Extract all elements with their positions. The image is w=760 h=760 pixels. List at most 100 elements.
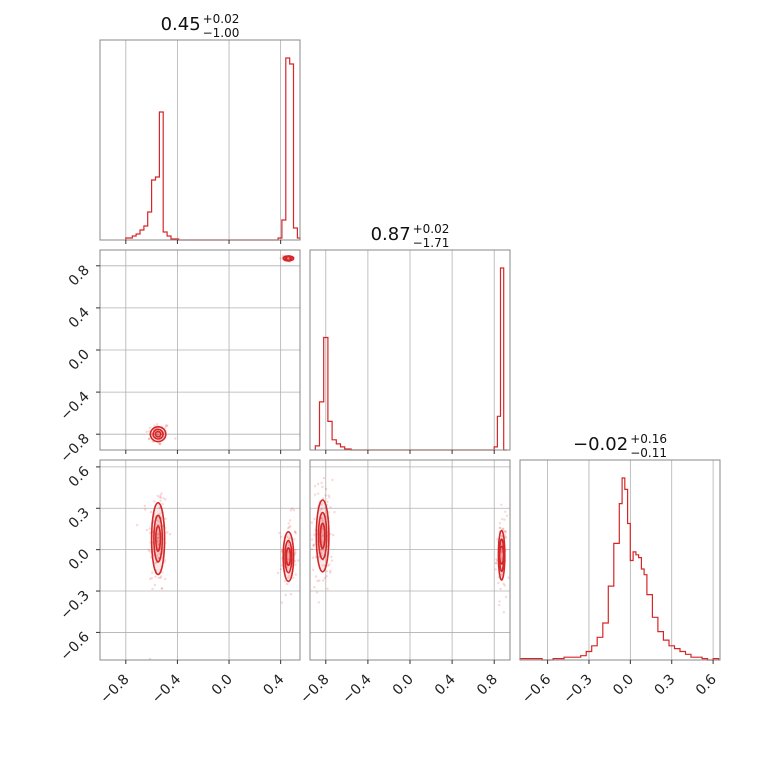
scatter-point (504, 595, 508, 599)
scatter-point (502, 582, 505, 586)
scatter-point (160, 587, 164, 590)
scatter-point (148, 531, 152, 535)
scatter-point (321, 534, 324, 538)
param-title-plus: +0.02 (203, 12, 240, 26)
scatter-point (318, 579, 321, 582)
density-contour (153, 514, 164, 563)
param-title-minus: −1.00 (203, 26, 240, 40)
scatter-point (496, 538, 499, 541)
scatter-point (166, 424, 169, 427)
scatter-point (330, 559, 334, 562)
scatter-point (321, 520, 324, 523)
scatter-point (504, 510, 507, 513)
x-tick-label: −0.3 (560, 672, 595, 707)
scatter-point (330, 555, 333, 559)
histogram-panel-3 (519, 459, 721, 664)
scatter-point (321, 528, 325, 531)
scatter-point (321, 517, 324, 520)
scatter-point (145, 528, 149, 532)
panel-contents (145, 254, 295, 446)
scatter-panel-2: −0.6 −0.3 0.0 0.3 0.6 (57, 459, 301, 664)
scatter-point (166, 531, 169, 534)
scatter-point (500, 549, 503, 553)
scatter-point (279, 535, 283, 539)
scatter-point (289, 509, 293, 512)
scatter-point (495, 558, 498, 561)
scatter-point (161, 571, 164, 574)
param-title-value: 0.45 (161, 14, 201, 35)
scatter-point (155, 554, 159, 557)
scatter-point (151, 571, 154, 574)
x-tick-label: 0.8 (474, 672, 501, 699)
scatter-point (500, 572, 504, 576)
y-tick-label: 0.0 (66, 546, 93, 573)
scatter-point (148, 426, 151, 429)
scatter-point (164, 498, 167, 501)
scatter-point (287, 576, 290, 580)
param-title-value: −0.02 (573, 434, 628, 455)
scatter-point (284, 593, 287, 597)
scatter-point (292, 576, 295, 580)
scatter-point (160, 587, 163, 590)
panel-background (100, 40, 300, 240)
scatter-point (153, 500, 156, 503)
scatter-point (293, 559, 297, 563)
scatter-point (159, 496, 163, 499)
scatter-point (158, 512, 161, 516)
scatter-point (500, 503, 503, 506)
density-contour (498, 545, 505, 565)
scatter-point (294, 573, 297, 576)
scatter-point (158, 442, 161, 445)
scatter-point (288, 519, 292, 522)
scatter-point (329, 532, 332, 536)
scatter-point (159, 442, 162, 445)
scatter-point (280, 601, 284, 604)
y-tick-label: −0.8 (57, 431, 92, 466)
scatter-point (156, 423, 159, 426)
scatter-point (499, 587, 502, 591)
scatter-point (157, 542, 160, 546)
scatter-point (310, 521, 313, 524)
scatter-point (333, 510, 336, 514)
y-tick-label: 0.8 (66, 262, 93, 289)
y-tick-label: 0.6 (66, 463, 93, 490)
scatter-point (499, 526, 502, 530)
scatter-point (136, 523, 139, 527)
x-tick-label: −0.8 (297, 672, 332, 707)
density-contour (285, 547, 292, 567)
scatter-point (321, 485, 324, 489)
x-tick-label: 0.6 (693, 671, 720, 698)
param-title-minus: −1.71 (413, 236, 450, 250)
scatter-point (159, 576, 162, 579)
scatter-point (287, 522, 290, 525)
panel-background (520, 460, 720, 660)
scatter-point (149, 510, 153, 514)
scatter-point (324, 487, 328, 491)
scatter-point (159, 494, 162, 497)
scatter-point (163, 559, 167, 562)
scatter-point (164, 577, 167, 581)
scatter-point (150, 576, 153, 580)
scatter-point (317, 482, 320, 486)
scatter-point (287, 544, 291, 547)
scatter-point (156, 536, 160, 539)
scatter-point (313, 493, 317, 496)
density-contour (317, 511, 328, 561)
scatter-point (326, 587, 329, 590)
scatter-point (502, 527, 505, 530)
scatter-point (312, 543, 315, 546)
scatter-point (326, 564, 330, 567)
density-contour (154, 430, 162, 438)
density-contour (319, 522, 326, 550)
scatter-point (293, 538, 296, 541)
scatter-point (497, 581, 500, 585)
scatter-point (323, 549, 326, 552)
scatter-point (314, 555, 317, 558)
y-tick-label: −0.3 (57, 588, 92, 623)
scatter-point (310, 548, 314, 551)
scatter-point (154, 561, 157, 565)
scatter-point (294, 563, 297, 566)
scatter-point (145, 430, 148, 433)
scatter-point (329, 506, 332, 509)
scatter-point (158, 506, 161, 510)
